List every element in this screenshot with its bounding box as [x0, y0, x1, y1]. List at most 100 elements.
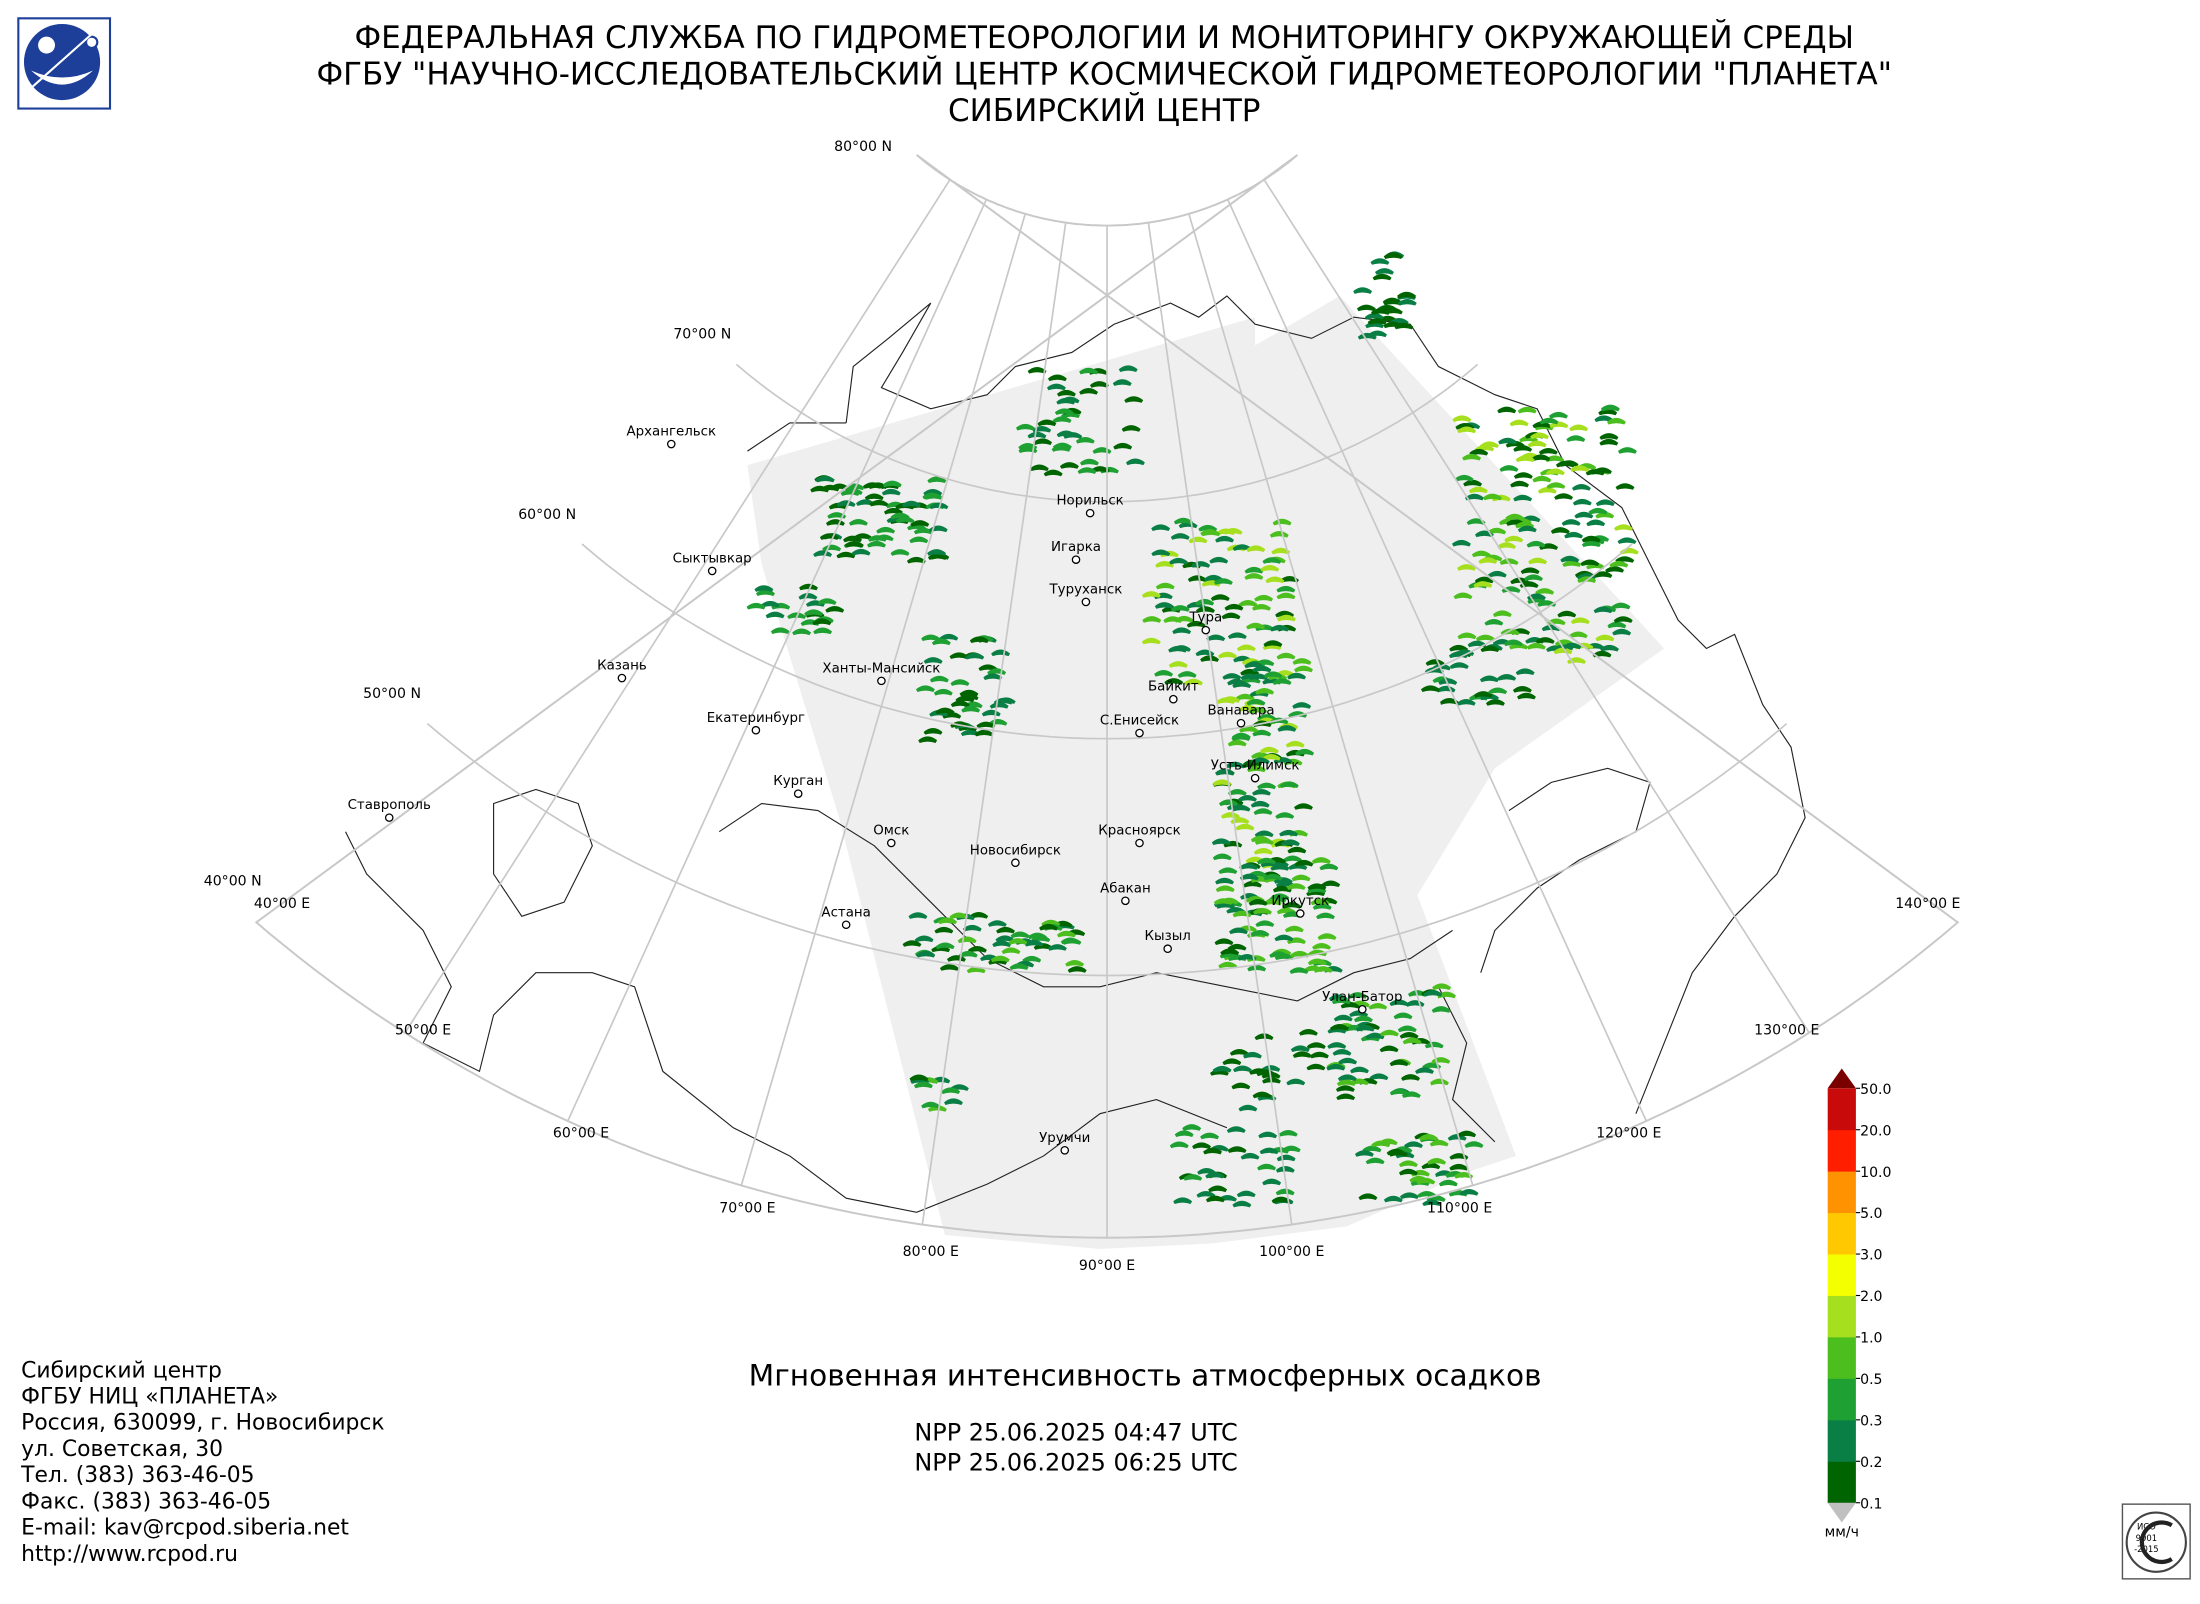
rain-cell: [1600, 644, 1619, 652]
rain-cell: [1254, 594, 1274, 602]
rain-cell: [1560, 555, 1580, 563]
rain-cell: [1595, 634, 1615, 642]
address-line: Тел. (383) 363-46-05: [20, 1463, 254, 1488]
city-marker: [1081, 597, 1091, 607]
rain-cell: [1569, 424, 1589, 432]
rain-cell: [927, 549, 947, 556]
rain-cell: [1215, 768, 1234, 776]
pass-time: NPP 25.06.2025 04:47 UTC: [914, 1419, 1237, 1447]
rain-cell: [1336, 1093, 1356, 1101]
rain-cell: [1262, 898, 1282, 906]
city-marker: [1011, 858, 1020, 868]
legend-label: 0.3: [1860, 1413, 1882, 1429]
rain-cell: [1037, 419, 1057, 427]
rain-cell: [1247, 964, 1267, 972]
rain-cell: [1370, 258, 1390, 265]
rain-cell: [1509, 642, 1529, 650]
rain-cell: [1257, 1163, 1277, 1171]
legend-label: 5.0: [1860, 1206, 1882, 1222]
lat-label: 70°00 N: [673, 326, 731, 342]
legend: 0.1 0.2 0.3 0.5 1.0 2.0 3.0 5.0 10.0 20.0 50.0 мм/ч: [1825, 1068, 1892, 1541]
rain-cell: [1281, 1145, 1301, 1153]
rain-cell: [1457, 426, 1477, 434]
rain-cell: [869, 499, 889, 507]
rain-cell: [1272, 678, 1292, 685]
rain-cell: [851, 548, 871, 556]
rain-cell: [1471, 550, 1491, 558]
rain-cell: [1379, 1029, 1399, 1037]
rain-cell: [1286, 1078, 1306, 1086]
rain-cell: [1238, 795, 1257, 802]
city-marker: [384, 813, 394, 822]
rain-cell: [1593, 606, 1613, 614]
rain-cell: [1554, 493, 1574, 500]
rain-cell: [1553, 647, 1573, 655]
rain-cell: [1253, 848, 1273, 855]
rain-cell: [1451, 539, 1471, 547]
legend-label: 0.5: [1860, 1372, 1882, 1388]
rain-cell: [1338, 1057, 1358, 1065]
rain-cell: [836, 551, 856, 559]
rain-cell: [1177, 671, 1197, 678]
rain-cell: [1438, 1179, 1458, 1187]
rain-cell: [1303, 965, 1323, 973]
rain-cell: [1227, 789, 1247, 796]
rain-cell: [1246, 545, 1266, 552]
rain-cell: [1513, 472, 1533, 479]
rain-cell: [1503, 639, 1523, 647]
rain-cell: [1368, 1003, 1388, 1010]
rain-cell: [1223, 528, 1243, 535]
rain-cell: [959, 689, 979, 697]
rain-cell: [1211, 838, 1231, 846]
rain-cell: [1001, 947, 1021, 955]
rain-cell: [1197, 1168, 1217, 1175]
rain-cell: [1220, 948, 1240, 955]
city-label: Казань: [597, 659, 647, 674]
rain-cell: [990, 955, 1010, 963]
rain-cell: [1052, 416, 1072, 423]
rain-cell: [1519, 581, 1539, 588]
rain-cell: [1227, 1146, 1247, 1153]
rain-cell: [1499, 465, 1519, 472]
city-marker: [751, 725, 761, 735]
rain-cell: [1310, 898, 1330, 906]
rain-cell: [1561, 519, 1581, 526]
rain-cell: [1079, 458, 1099, 466]
rain-cell: [1173, 517, 1193, 525]
rain-cell: [1452, 415, 1472, 422]
rain-cell: [1246, 698, 1266, 706]
rain-cell: [974, 729, 994, 737]
iso-text: -2015: [2134, 1544, 2159, 1554]
rain-cell: [1599, 438, 1619, 446]
rain-cell: [921, 1101, 941, 1109]
iso-text: 9001: [2136, 1533, 2157, 1543]
rain-cell: [1457, 632, 1477, 640]
rain-cell: [1513, 494, 1533, 502]
rain-cell: [1250, 757, 1270, 764]
rain-cell: [1220, 812, 1240, 819]
rain-cell: [1598, 408, 1618, 416]
rain-cell: [1154, 602, 1174, 609]
rain-cell: [1505, 513, 1525, 521]
rain-cell: [1330, 1024, 1349, 1031]
rain-cell: [799, 583, 818, 591]
rain-cell: [1170, 533, 1190, 540]
rain-cell: [1294, 665, 1313, 673]
rain-cell: [1437, 991, 1456, 999]
rain-cell: [1564, 531, 1584, 539]
rain-cell: [1168, 661, 1188, 668]
legend-under: [1827, 1502, 1856, 1523]
rain-cell: [1239, 863, 1258, 870]
city-label: Архангельск: [626, 425, 716, 440]
rain-cell: [760, 600, 780, 608]
legend-unit: мм/ч: [1825, 1525, 1859, 1541]
rain-cell: [1463, 479, 1483, 487]
rain-cell: [825, 519, 845, 526]
rain-cell: [1009, 963, 1029, 970]
map: 80°00 N 70°00 N 60°00 N 50°00 N 40°00 N 40°00…: [204, 139, 1961, 1274]
rain-cell: [1236, 644, 1256, 652]
rain-cell: [1092, 447, 1112, 454]
rain-cell: [1425, 659, 1445, 666]
rain-cell: [1397, 299, 1417, 306]
